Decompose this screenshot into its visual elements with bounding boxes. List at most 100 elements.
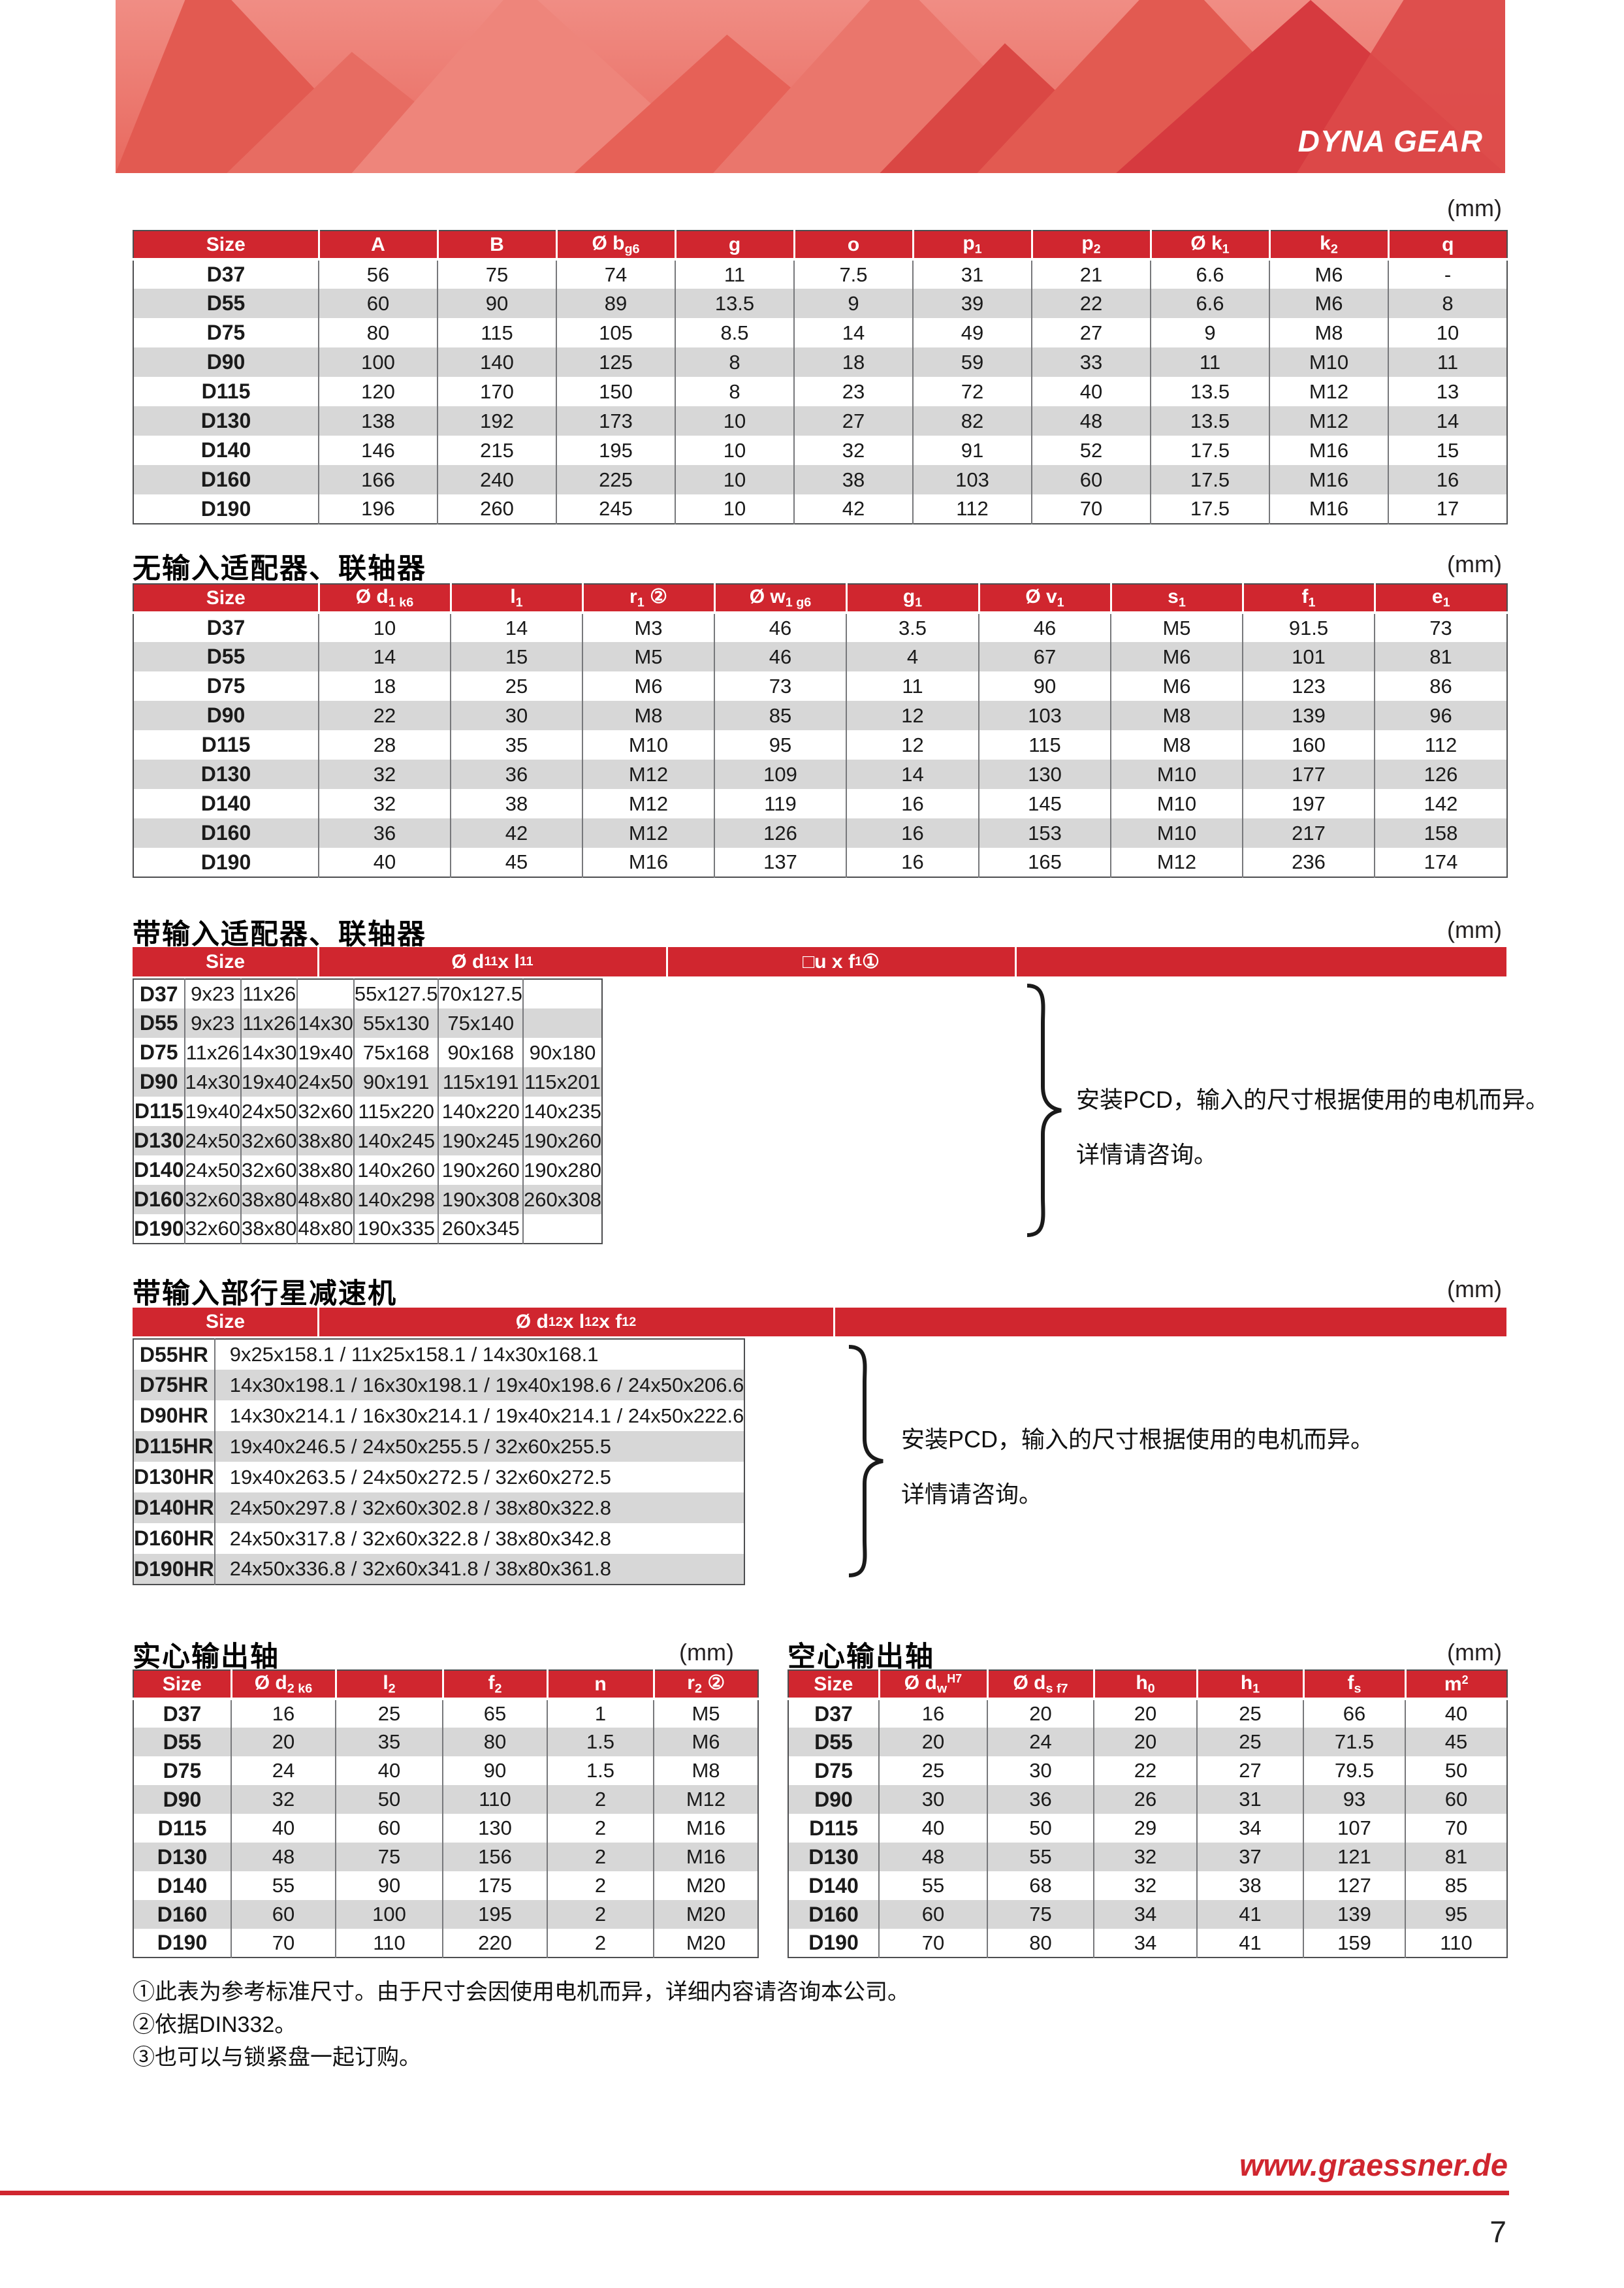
value-cell: 25: [1196, 1699, 1303, 1728]
header-separator: [1015, 947, 1017, 976]
value-cell: 42: [450, 818, 582, 848]
size-cell: D190: [157, 1931, 208, 1954]
value-cell: 2: [547, 1814, 654, 1843]
value-cell: 17.5: [1150, 436, 1269, 465]
value-cell: 24x50: [183, 1155, 241, 1185]
column-header: B: [436, 231, 556, 261]
value-cell: 22: [1031, 289, 1151, 318]
column-header: l1: [449, 584, 582, 614]
value-cell: 14: [318, 642, 451, 671]
value-cell: M8: [582, 701, 714, 730]
value-cell: 100: [335, 1900, 443, 1929]
value-cell: M12: [582, 818, 714, 848]
size-cell: D90: [133, 347, 319, 377]
value-cell: 70: [878, 1929, 987, 1958]
value-cell: 15: [450, 642, 582, 671]
unit-label: (mm): [1447, 195, 1502, 221]
table-row: D160HR 24x50x317.8 / 32x60x322.8 / 38x80x…: [133, 1523, 745, 1554]
column-header: r1 ②: [581, 584, 714, 614]
size-cell: D55: [133, 1008, 185, 1038]
value-cell: 14: [846, 760, 979, 789]
value-cell: 40: [318, 848, 451, 877]
value-cell: 13.5: [675, 289, 794, 318]
table-row: D160 32x60 38x80 48x80 140x298 190x308 260x308: [133, 1185, 602, 1214]
value-cell: 17: [1388, 494, 1507, 524]
value-cell: 14: [793, 318, 913, 347]
value-cell: M8: [1110, 701, 1243, 730]
header-separator: [317, 1308, 319, 1336]
value-cell: 140x235: [522, 1097, 602, 1126]
column-header: q: [1387, 231, 1507, 261]
value-cell: 101: [1242, 642, 1375, 671]
value-cell: 17.5: [1150, 494, 1269, 524]
size-cell: D37: [206, 263, 246, 286]
value-cell: 79.5: [1303, 1756, 1405, 1785]
value-cell: 55x130: [353, 1008, 439, 1038]
value-cell: -: [1388, 259, 1507, 289]
table-solid-output-shaft: Size Ø d2 k6 l2 f2 n r2 ② D37 16 25 65 1 M5 D55 20 35 8…: [133, 1669, 759, 1958]
value-cell: 22: [1093, 1756, 1197, 1785]
table-row: D55 9x23 11x26 14x30 55x130 75x140: [133, 1008, 602, 1038]
value-cell: 19x40: [296, 1038, 354, 1067]
table-row: D55 20 35 80 1.5 M6: [133, 1728, 758, 1756]
column-header: p2: [1030, 231, 1151, 261]
column-header: g1: [845, 584, 979, 614]
size-cell: D190: [808, 1931, 859, 1954]
value-cell: 112: [1374, 730, 1507, 760]
value-cell: 71.5: [1303, 1728, 1405, 1756]
value-cell: 150: [556, 377, 675, 406]
value-cell: 11: [846, 671, 979, 701]
value-cell: 120: [318, 377, 438, 406]
value-cell: 46: [978, 613, 1111, 642]
value-cell: 36: [318, 818, 451, 848]
value-cell: 86: [1374, 671, 1507, 701]
value-cell: 50: [1405, 1756, 1507, 1785]
size-cell: D160: [133, 465, 319, 494]
value-cell: 55: [878, 1871, 987, 1900]
unit-label: (mm): [679, 1639, 734, 1666]
header-row: Size Ø dwH7 Ø ds f7 h0 h1 fs m2: [788, 1670, 1507, 1700]
value-cell: 12: [846, 701, 979, 730]
value-cell: 45: [1405, 1728, 1507, 1756]
table-main-dimensions: Size A B Ø bg6 g o p1 p2 Ø k1 k2 q D37 56 75 74 11 7.5 31…: [133, 230, 1508, 524]
column-header: Size: [133, 1670, 231, 1700]
section-title-planetary: 带输入部行星减速机: [133, 1278, 397, 1310]
value-cell: M12: [1110, 848, 1243, 877]
value-cell: 24: [231, 1756, 336, 1785]
value-cell: M16: [1269, 494, 1388, 524]
value-cell: 10: [675, 494, 794, 524]
value-cell: 90: [442, 1756, 547, 1785]
value-cell: 24x50: [240, 1097, 298, 1126]
column-header: Ø d1 k6: [317, 584, 451, 614]
value-cell: M16: [653, 1814, 758, 1843]
value-cell: 115x201: [522, 1067, 602, 1097]
table-row: D140 146 215 195 10 32 91 52 17.5 M16 15: [133, 436, 1507, 465]
size-cell: D130HR: [134, 1465, 214, 1489]
value-cell: 70: [231, 1929, 336, 1958]
value-cell: 260x345: [438, 1214, 524, 1244]
table-row: D90 100 140 125 8 18 59 33 11 M10 11: [133, 347, 1507, 377]
value-cell: 240: [437, 465, 556, 494]
value-cell: 109: [714, 760, 846, 789]
column-header: k2: [1268, 231, 1388, 261]
value-cell: 24x50: [296, 1067, 354, 1097]
value-cell: M6: [1110, 671, 1243, 701]
value-cell: 38x80: [296, 1126, 354, 1155]
unit-label: (mm): [1447, 916, 1502, 943]
value-cell: 100: [318, 347, 438, 377]
value-cell: M10: [1110, 789, 1243, 818]
size-cell: D75: [139, 1040, 178, 1064]
header-banner: DYNA GEAR: [116, 0, 1505, 173]
value-cell: 90: [437, 289, 556, 318]
value-cell: 24x50x317.8 / 32x60x322.8 / 38x80x342.8: [214, 1523, 745, 1554]
value-cell: 89: [556, 289, 675, 318]
value-cell: 121: [1303, 1843, 1405, 1871]
column-header: Ø v1: [978, 584, 1111, 614]
value-cell: 90: [335, 1871, 443, 1900]
value-cell: 24: [987, 1728, 1094, 1756]
value-cell: [522, 1214, 602, 1244]
value-cell: 8: [1388, 289, 1507, 318]
value-cell: 15: [1388, 436, 1507, 465]
